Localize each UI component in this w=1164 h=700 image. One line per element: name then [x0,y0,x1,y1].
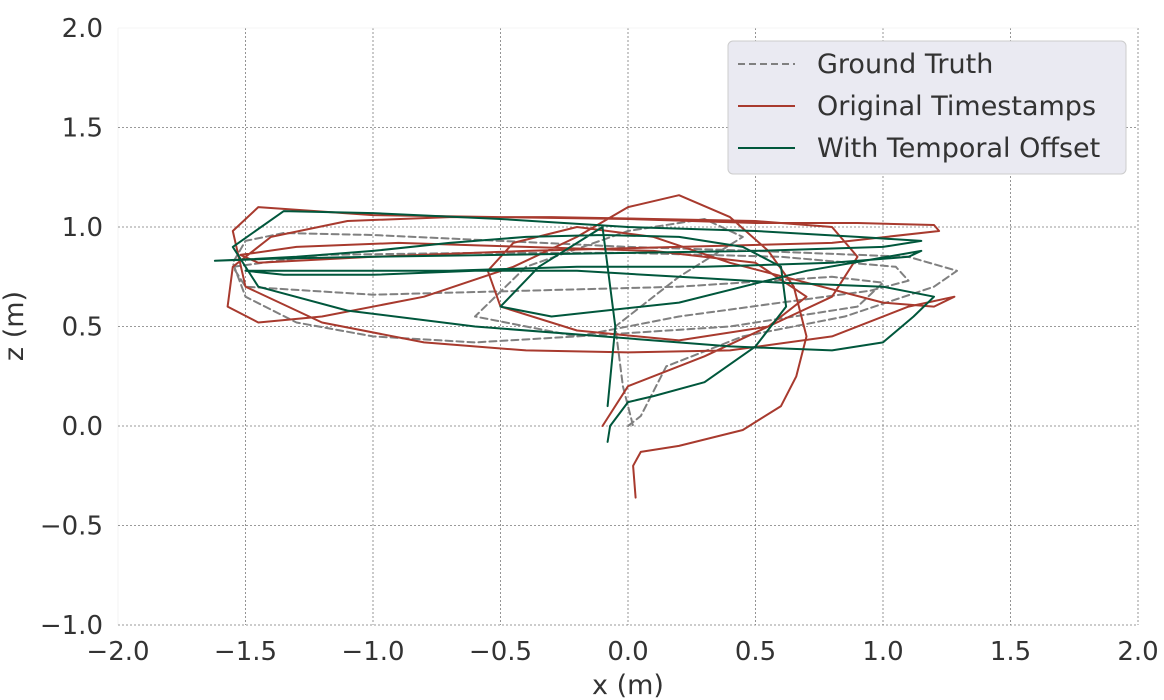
x-tick-label: 0.0 [607,637,648,667]
series-line-original-timestamps [226,194,956,499]
x-tick-label: 1.0 [862,637,903,667]
series-lines [213,194,958,499]
legend-label-ground-truth: Ground Truth [817,49,993,80]
grid [117,27,1139,626]
x-tick-label: −1.0 [341,637,404,667]
legend-label-with-temporal-offset: With Temporal Offset [817,133,1100,164]
y-tick-label: 0.5 [62,313,103,343]
legend-label-original-timestamps: Original Timestamps [817,91,1096,122]
y-tick-label: 0.0 [62,412,103,442]
x-tick-label: 2.0 [1117,637,1158,667]
y-tick-label: 1.0 [62,213,103,243]
y-tick-label: −0.5 [40,512,103,542]
x-tick-label: −2.0 [86,637,149,667]
legend: Ground Truth Original Timestamps With Te… [727,40,1127,175]
series-line-with-temporal-offset [213,210,935,443]
series-line-ground-truth [231,218,958,427]
y-tick-labels: −1.0 −0.5 0.0 0.5 1.0 1.5 2.0 [40,14,103,641]
y-tick-label: 2.0 [62,14,103,44]
y-tick-label: −1.0 [40,611,103,641]
x-axis-label: x (m) [592,670,664,700]
x-tick-label: −0.5 [469,637,532,667]
x-tick-label: 0.5 [735,637,776,667]
x-tick-label: −1.5 [214,637,277,667]
x-tick-label: 1.5 [990,637,1031,667]
y-tick-label: 1.5 [62,114,103,144]
legend-box [727,40,1127,175]
y-axis-label: z (m) [0,291,30,361]
x-tick-labels: −2.0 −1.5 −1.0 −0.5 0.0 0.5 1.0 1.5 2.0 [86,637,1158,667]
